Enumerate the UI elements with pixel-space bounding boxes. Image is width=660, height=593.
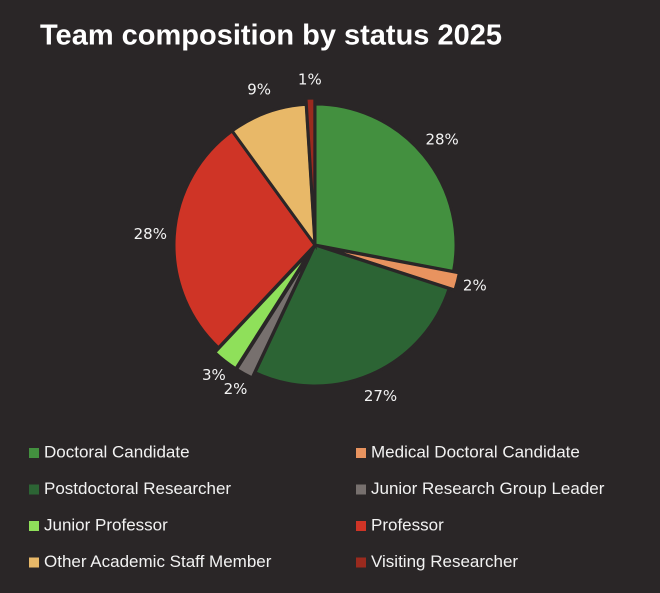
- value-label: 28%: [425, 130, 458, 148]
- legend-swatch: [29, 484, 39, 495]
- legend-swatch: [29, 557, 39, 568]
- legend-label: Junior Research Group Leader: [371, 479, 605, 498]
- pie-slice: [230, 102, 317, 251]
- legend-label: Junior Professor: [44, 515, 168, 534]
- value-label: 1%: [298, 71, 322, 89]
- legend-swatch: [356, 448, 366, 458]
- value-label: 3%: [202, 366, 226, 384]
- pie-slice: [313, 102, 458, 274]
- pie-slice: [304, 96, 317, 240]
- value-label: 27%: [364, 387, 397, 405]
- legend-label: Professor: [371, 515, 444, 534]
- legend-label: Doctoral Candidate: [44, 442, 190, 461]
- pie-slice: [252, 243, 451, 388]
- pie-slice: [172, 128, 317, 350]
- value-label: 9%: [247, 80, 271, 98]
- legend-label: Other Academic Staff Member: [44, 552, 272, 571]
- legend-swatch: [356, 557, 366, 568]
- legend-label: Medical Doctoral Candidate: [371, 442, 580, 461]
- legend-swatch: [29, 448, 39, 458]
- value-label: 28%: [134, 225, 167, 243]
- legend-swatch: [356, 484, 366, 495]
- pie-slice: [212, 248, 313, 371]
- legend-swatch: [356, 521, 366, 531]
- value-label: 2%: [224, 380, 248, 398]
- legend-swatch: [29, 521, 39, 531]
- legend-label: Visiting Researcher: [371, 552, 518, 571]
- legend-label: Postdoctoral Researcher: [44, 479, 231, 498]
- chart-title: Team composition by status 2025: [40, 20, 502, 52]
- value-label: 2%: [463, 277, 487, 295]
